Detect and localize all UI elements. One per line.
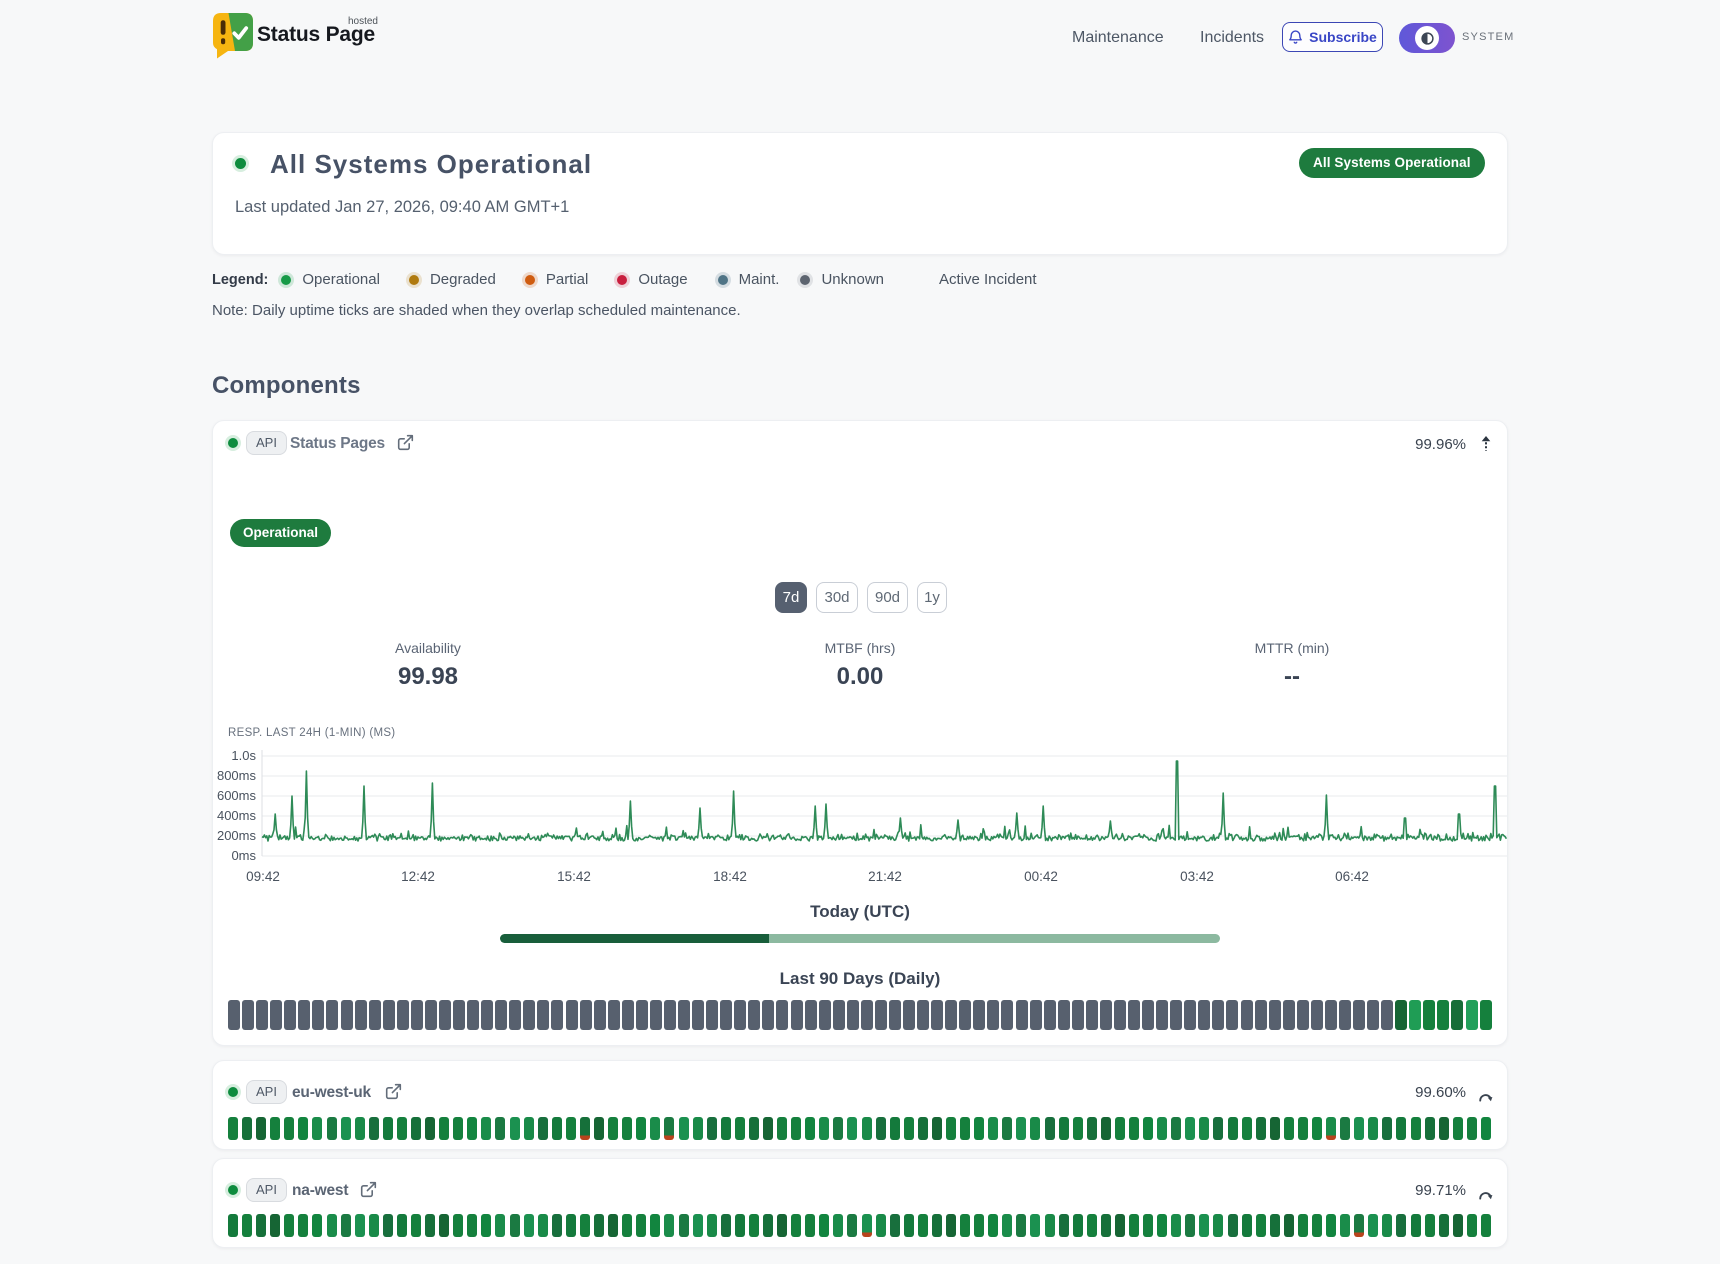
svg-text:00:42: 00:42 <box>1024 869 1058 884</box>
svg-text:12:42: 12:42 <box>401 869 435 884</box>
svg-text:03:42: 03:42 <box>1180 869 1214 884</box>
svg-text:15:42: 15:42 <box>557 869 591 884</box>
svg-text:800ms: 800ms <box>217 768 257 783</box>
svg-text:21:42: 21:42 <box>868 869 902 884</box>
svg-text:400ms: 400ms <box>217 808 257 823</box>
svg-text:1.0s: 1.0s <box>231 748 256 763</box>
svg-text:0ms: 0ms <box>231 848 256 863</box>
svg-text:200ms: 200ms <box>217 828 257 843</box>
svg-text:18:42: 18:42 <box>713 869 747 884</box>
svg-text:06:42: 06:42 <box>1335 869 1369 884</box>
svg-text:09:42: 09:42 <box>246 869 280 884</box>
svg-text:600ms: 600ms <box>217 788 257 803</box>
